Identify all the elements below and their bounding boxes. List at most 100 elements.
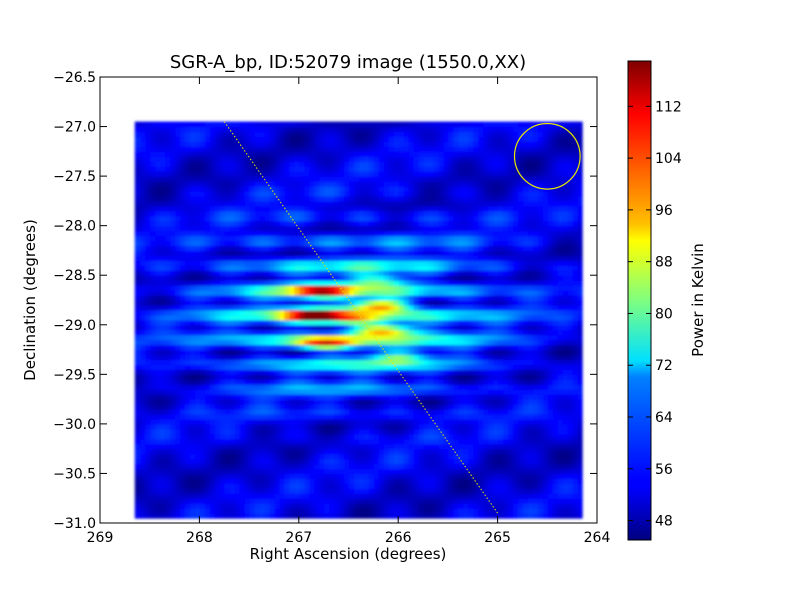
heatmap-cell: [552, 250, 558, 256]
heatmap-cell: [428, 498, 434, 504]
heatmap-cell: [482, 423, 489, 430]
heatmap-cell: [278, 339, 285, 346]
heatmap-cell: [572, 478, 578, 484]
heatmap-cell: [388, 141, 394, 147]
heatmap-cell: [492, 136, 499, 143]
heatmap-cell: [268, 508, 275, 514]
heatmap-cell: [457, 131, 464, 138]
heatmap-cell: [393, 428, 399, 435]
heatmap-cell: [522, 433, 529, 440]
heatmap-cell: [552, 418, 558, 425]
heatmap-cell: [487, 181, 494, 187]
heatmap-cell: [502, 285, 509, 291]
heatmap-cell: [423, 468, 429, 475]
heatmap-cell: [447, 275, 454, 281]
heatmap-cell: [477, 126, 484, 133]
heatmap-cell: [373, 275, 379, 281]
heatmap-cell: [467, 136, 474, 143]
heatmap-cell: [423, 121, 429, 128]
heatmap-cell: [273, 349, 280, 356]
heatmap-cell: [303, 418, 310, 425]
heatmap-cell: [467, 176, 474, 182]
heatmap-cell: [383, 126, 389, 133]
heatmap-cell: [507, 428, 514, 435]
heatmap-cell: [452, 300, 459, 306]
heatmap-cell: [298, 230, 305, 237]
heatmap-cell: [532, 210, 538, 217]
heatmap-cell: [428, 121, 434, 128]
heatmap-cell: [537, 161, 543, 167]
heatmap-cell: [373, 339, 379, 346]
heatmap-cell: [542, 513, 548, 519]
heatmap-cell: [562, 453, 568, 460]
heatmap-cell: [552, 146, 558, 152]
heatmap-cell: [418, 131, 424, 138]
heatmap-cell: [338, 260, 345, 266]
heatmap-cell: [428, 255, 434, 261]
heatmap-cell: [572, 409, 578, 415]
heatmap-cell: [393, 126, 399, 133]
heatmap-cell: [368, 364, 374, 370]
heatmap-cell: [557, 171, 563, 177]
heatmap-cell: [517, 200, 524, 207]
heatmap-cell: [308, 166, 315, 172]
heatmap-cell: [373, 290, 379, 296]
heatmap-cell: [492, 270, 499, 276]
heatmap-cell: [472, 324, 479, 331]
heatmap-cell: [313, 389, 320, 395]
heatmap-cell: [452, 399, 459, 405]
heatmap-cell: [507, 448, 514, 455]
heatmap-cell: [447, 210, 454, 217]
heatmap-cell: [497, 458, 504, 465]
heatmap-cell: [368, 205, 374, 212]
heatmap-cell: [393, 280, 399, 286]
heatmap-cell: [358, 240, 365, 247]
heatmap-cell: [567, 478, 573, 484]
heatmap-cell: [378, 205, 384, 212]
heatmap-cell: [368, 438, 374, 445]
heatmap-cell: [542, 220, 548, 227]
heatmap-cell: [537, 369, 543, 375]
heatmap-cell: [502, 473, 509, 479]
heatmap-cell: [562, 250, 568, 256]
heatmap-cell: [408, 389, 414, 395]
heatmap-cell: [368, 339, 374, 346]
heatmap-cell: [547, 215, 553, 222]
heatmap-cell: [313, 190, 320, 197]
heatmap-cell: [383, 195, 389, 202]
heatmap-cell: [477, 394, 484, 400]
heatmap-cell: [482, 384, 489, 390]
heatmap-cell: [343, 513, 350, 519]
heatmap-cell: [383, 329, 389, 336]
heatmap-cell: [552, 205, 558, 212]
heatmap-cell: [423, 418, 429, 425]
heatmap-cell: [293, 245, 300, 252]
heatmap-cell: [378, 270, 384, 276]
heatmap-cell: [408, 146, 414, 152]
heatmap-cell: [552, 344, 558, 351]
heatmap-cell: [447, 300, 454, 306]
heatmap-cell: [298, 166, 305, 172]
heatmap-cell: [408, 319, 414, 326]
heatmap-cell: [368, 354, 374, 361]
heatmap-cell: [428, 181, 434, 187]
heatmap-cell: [343, 250, 350, 256]
heatmap-cell: [323, 225, 330, 232]
heatmap-cell: [273, 275, 280, 281]
heatmap-cell: [527, 245, 533, 252]
heatmap-cell: [507, 304, 514, 311]
heatmap-cell: [437, 309, 444, 316]
heatmap-cell: [452, 438, 459, 445]
heatmap-cell: [482, 210, 489, 217]
heatmap-cell: [423, 443, 429, 450]
heatmap-cell: [308, 300, 315, 306]
heatmap-cell: [522, 384, 529, 390]
heatmap-cell: [447, 394, 454, 400]
heatmap-cell: [363, 275, 369, 281]
heatmap-cell: [338, 498, 345, 504]
heatmap-cell: [268, 498, 275, 504]
heatmap-cell: [432, 428, 439, 435]
heatmap-cell: [323, 235, 330, 242]
heatmap-cell: [328, 498, 335, 504]
heatmap-cell: [288, 483, 295, 489]
